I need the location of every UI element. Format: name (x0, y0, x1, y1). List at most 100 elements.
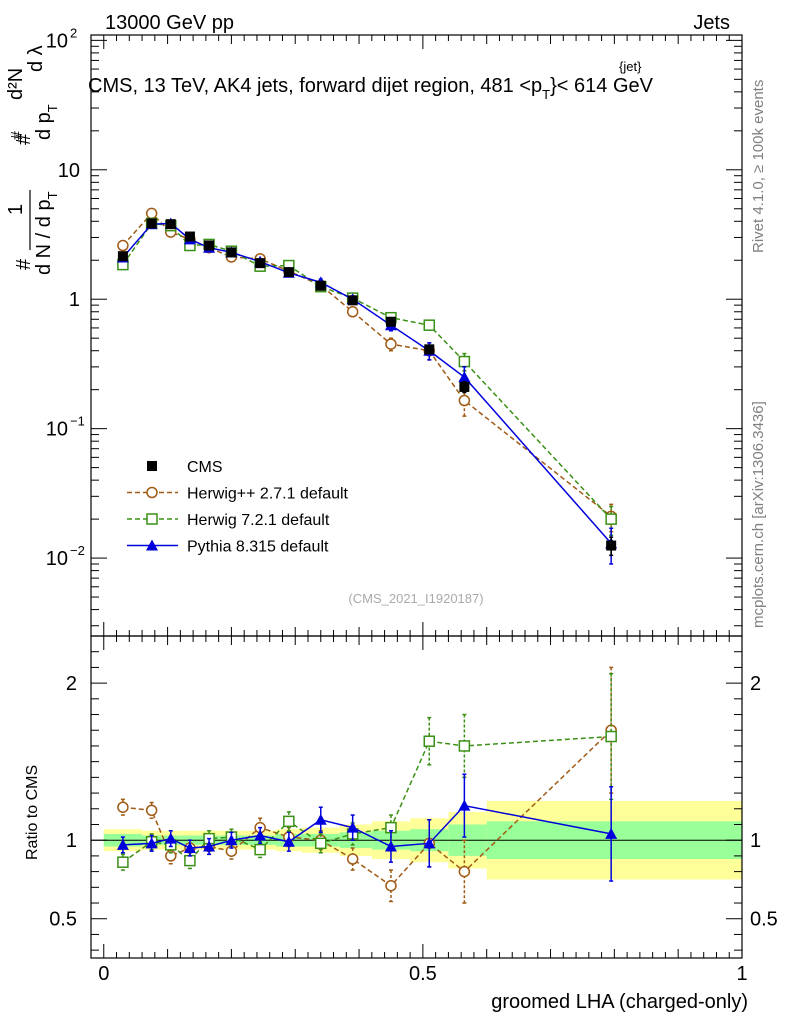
ratio-point-1-11 (423, 735, 436, 747)
main-point-3-2 (165, 219, 176, 230)
x-tick-label-2: 1 (736, 963, 747, 985)
ratio-point-2-11 (423, 837, 436, 849)
main-point-3-4 (204, 240, 215, 251)
ratio-axes: 0 0.5 1 0.5 0.5 1 1 2 2 (49, 635, 778, 985)
main-point-1-12 (458, 355, 471, 368)
ratio-point-2-13 (605, 827, 618, 839)
y-tick-label-4: 10 (46, 30, 68, 52)
y-tick-label-3: 10 (58, 160, 80, 182)
ylabel-num2: d pT (33, 104, 60, 140)
ratio-y-tick-label-right-2: 2 (750, 673, 761, 695)
plot-title: CMS, 13 TeV, AK4 jets, forward dijet reg… (88, 75, 654, 102)
legend: CMS Herwig++ 2.7.1 default Herwig 7.2.1 de… (127, 459, 349, 556)
main-point-3-6 (255, 258, 266, 269)
ratio-y-label: Ratio to CMS (24, 765, 41, 860)
main-series-0 (117, 207, 617, 533)
x-tick-label-0: 0 (98, 963, 109, 985)
main-point-2-12 (458, 371, 471, 383)
ylabel-den-sub: T (45, 191, 60, 199)
ratio-series-2 (116, 773, 618, 882)
plot-title-sup: {jet} (619, 59, 642, 74)
y-tick-label-2: 1 (69, 289, 80, 311)
ylabel-num2-text: d p (33, 112, 55, 140)
ratio-point-1-0 (117, 856, 129, 868)
ratio-point-2-4 (203, 840, 216, 852)
ylabel-one: 1 (5, 204, 27, 215)
main-point-3-10 (385, 316, 396, 327)
main-point-3-8 (315, 280, 326, 291)
ylabel-hash-3: # (9, 131, 26, 140)
ratio-point-1-12 (458, 740, 471, 752)
main-point-3-3 (184, 231, 195, 242)
ratio-series (116, 666, 618, 904)
ratio-point-0-12 (458, 865, 471, 878)
ylabel-hash-1: # (13, 258, 35, 270)
y-tick-exp-4: 2 (70, 25, 77, 40)
ratio-point-0-9 (346, 853, 359, 865)
main-point-0-0 (117, 239, 129, 252)
plot-title-sub: T (542, 87, 550, 102)
legend-marker-3 (146, 539, 158, 551)
ratio-point-2-3 (183, 842, 196, 854)
ratio-point-1-6 (254, 843, 266, 856)
ratio-y-tick-label-right-0: 0.5 (750, 909, 778, 931)
main-y-axis-label: # 1 d N / d pT # d²N # d pT d λ (5, 45, 60, 275)
main-point-3-1 (146, 218, 157, 229)
ratio-y-tick-label-left-1: 1 (66, 830, 77, 852)
main-point-3-5 (226, 247, 237, 258)
ratio-point-2-0 (116, 838, 129, 850)
main-point-3-13 (606, 540, 617, 551)
ylabel-den-text: d N / d p (33, 199, 55, 275)
main-point-0-9 (346, 306, 359, 318)
ratio-point-2-12 (458, 799, 471, 811)
ratio-point-2-1 (145, 837, 158, 849)
header-left: 13000 GeV pp (105, 12, 234, 34)
ratio-point-2-8 (314, 813, 327, 825)
main-point-0-10 (385, 338, 397, 350)
mcplots-label: mcplots.cern.ch [arXiv:1306.3436] (750, 401, 767, 628)
y-tick-label-1: 10 (46, 419, 68, 441)
ratio-point-0-10 (385, 879, 397, 892)
ratio-point-1-8 (315, 837, 327, 850)
legend-label-3: Pythia 8.315 default (187, 539, 329, 556)
ylabel-num: d²N (5, 68, 27, 100)
ratio-point-2-6 (254, 829, 267, 841)
main-point-3-7 (283, 267, 294, 278)
main-point-0-12 (458, 394, 471, 407)
ratio-point-2-7 (282, 835, 295, 847)
ratio-point-1-3 (184, 854, 196, 867)
main-point-3-0 (117, 251, 128, 262)
main-point-0-1 (145, 207, 158, 220)
ratio-point-0-2 (165, 850, 177, 862)
main-point-3-12 (459, 381, 470, 392)
watermark: (CMS_2021_I1920187) (348, 591, 483, 606)
main-point-1-13 (605, 513, 617, 525)
legend-marker-1 (146, 486, 158, 499)
ylabel-num2-sub: T (45, 104, 60, 112)
main-point-1-11 (423, 319, 436, 331)
plot-title-end: }< 614 GeV (550, 75, 654, 97)
legend-label-2: Herwig 7.2.1 default (187, 512, 330, 529)
ratio-y-tick-label-right-1: 1 (750, 830, 761, 852)
x-axis-label: groomed LHA (charged-only) (491, 991, 748, 1013)
legend-marker-2 (146, 513, 158, 525)
main-series-3 (117, 218, 617, 557)
y-tick-exp-1: −1 (70, 414, 85, 429)
ylabel-hash-2: # (13, 133, 35, 145)
main-series (116, 207, 618, 565)
legend-label-1: Herwig++ 2.7.1 default (187, 486, 349, 503)
ratio-point-2-10 (384, 840, 397, 852)
header-right: Jets (693, 12, 730, 34)
main-point-3-11 (424, 344, 435, 355)
ylabel-dlambda: d λ (25, 45, 47, 72)
ratio-point-1-13 (605, 730, 617, 743)
main-point-3-9 (347, 295, 358, 306)
ratio-point-2-9 (346, 821, 359, 833)
ratio-y-tick-label-left-2: 2 (66, 673, 77, 695)
ratio-frame (90, 635, 743, 959)
ratio-point-2-2 (164, 832, 177, 844)
ylabel-den: d N / d pT (33, 191, 60, 275)
legend-marker-0 (147, 461, 157, 471)
y-tick-exp-0: −2 (70, 543, 85, 558)
